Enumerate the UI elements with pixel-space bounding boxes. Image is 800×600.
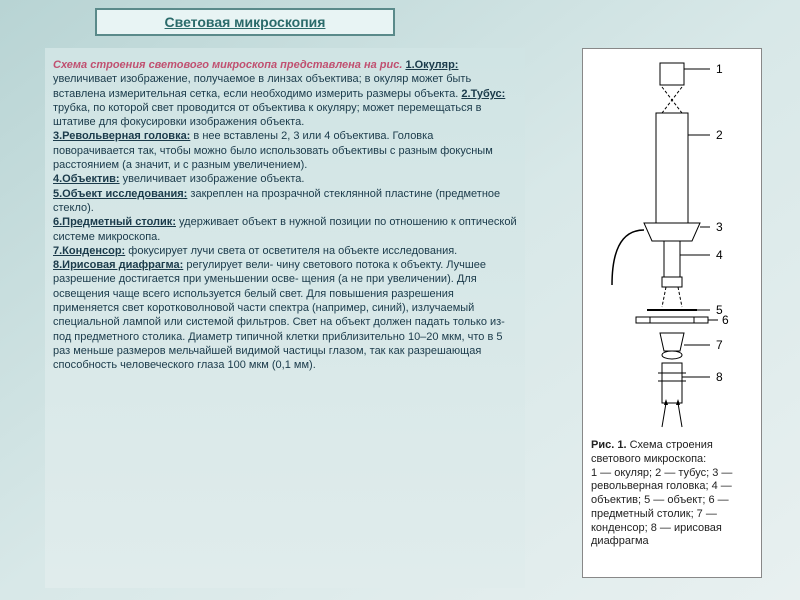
svg-text:1: 1: [716, 62, 723, 76]
svg-text:8: 8: [716, 370, 723, 384]
item-label: 5.Объект исследования:: [53, 188, 187, 200]
svg-text:6: 6: [722, 313, 729, 327]
title-box: Световая микроскопия: [95, 8, 395, 36]
item-label: 6.Предметный столик:: [53, 216, 176, 228]
svg-text:4: 4: [716, 248, 723, 262]
svg-text:7: 7: [716, 338, 723, 352]
svg-text:3: 3: [716, 220, 723, 234]
item-label: 7.Конденсор:: [53, 245, 125, 257]
item-text: трубка, по которой свет проводится от об…: [53, 102, 482, 128]
item-text: увеличивает изображение объекта.: [120, 173, 305, 185]
page-title: Световая микроскопия: [165, 14, 326, 30]
content-paragraph: Схема строения светового микроскопа пред…: [53, 58, 517, 373]
item-label: 8.Ирисовая диафрагма:: [53, 259, 183, 271]
item-label: 1.Окуляр:: [405, 59, 458, 71]
microscope-diagram: 1 2 3 4 5: [589, 55, 755, 435]
item-text: регулирует вели- чину светового потока к…: [53, 259, 505, 371]
item-text: увеличивает изображение, получаемое в ли…: [53, 73, 471, 99]
svg-text:2: 2: [716, 128, 723, 142]
figure-caption: Рис. 1. Схема строения светового микроск…: [589, 435, 755, 549]
figure-box: 1 2 3 4 5: [582, 48, 762, 578]
item-label: 4.Объектив:: [53, 173, 120, 185]
item-label: 2.Тубус:: [461, 88, 505, 100]
item-label: 3.Револьверная головка:: [53, 130, 190, 142]
caption-title: Рис. 1.: [591, 439, 627, 451]
intro-text: Схема строения светового микроскопа пред…: [53, 59, 402, 71]
caption-list: 1 — окуляр; 2 — тубус; 3 — револьверная …: [591, 467, 732, 548]
item-text: фокусирует лучи света от осветителя на о…: [125, 245, 457, 257]
content-text: Схема строения светового микроскопа пред…: [45, 48, 525, 588]
